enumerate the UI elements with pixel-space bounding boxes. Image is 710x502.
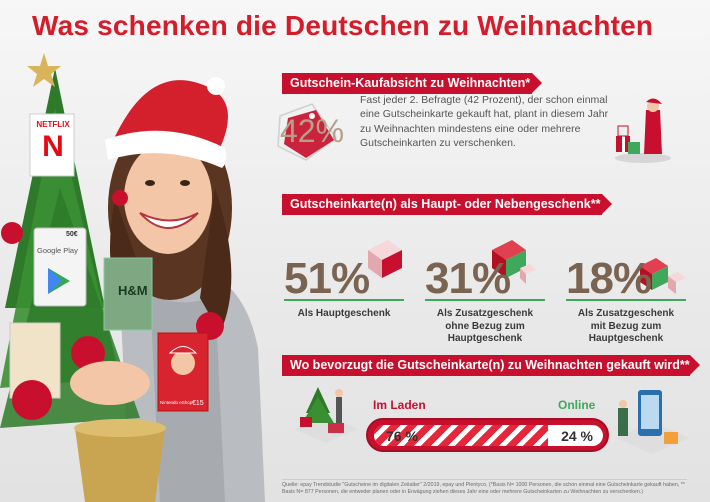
gift-box-icon-1 [368, 240, 402, 278]
santa-gifts-icon [615, 98, 671, 163]
section1-percent: 42% [280, 113, 345, 149]
section1-text: Fast jeder 2. Befragte (42 Prozent), der… [360, 94, 609, 149]
stat-value-1: 51% [284, 254, 370, 303]
store-share-fill [374, 425, 549, 446]
gift-box-icon-3 [640, 258, 686, 294]
purchase-channel-bar: 76 % 24 % [366, 418, 609, 452]
online-value: 24 % [561, 428, 593, 444]
hero-illustration: NETFLIX N 50€ Google Play H&M €15 Ninten… [0, 48, 270, 502]
nintendo-card-label: Nintendo eShop [160, 400, 193, 405]
stat-label-1: Als Hauptgeschenk [297, 308, 391, 319]
gplay-card-value: 50€ [66, 231, 78, 238]
section1-heading: Gutschein-Kaufabsicht zu Weihnachten* [282, 73, 542, 94]
source-footnote: Quelle: epay Trendstudie "Gutscheine im … [282, 479, 687, 496]
section3-heading: Wo bevorzugt die Gutscheinkarte(n) zu We… [282, 355, 700, 376]
price-tag-icon [277, 103, 338, 161]
stat-divider-1 [284, 299, 404, 301]
stat-value-3: 18% [566, 254, 652, 303]
gplay-card-label: Google Play [37, 246, 78, 255]
netflix-card-label: NETFLIX [36, 120, 70, 129]
online-label: Online [558, 398, 596, 412]
stat-value-2: 31% [425, 254, 511, 303]
hero-graphic [0, 53, 265, 502]
nintendo-card-value: €15 [192, 400, 204, 407]
page-title: Was schenken die Deutschen zu Weihnachte… [32, 10, 654, 41]
stat-label-2: Als Zusatzgeschenk ohne Bezug zum Hauptg… [436, 308, 534, 344]
gift-box-icon-2 [492, 240, 536, 284]
store-shopping-icon [294, 387, 358, 443]
store-value: 76 % [386, 428, 418, 444]
stat-divider-3 [566, 299, 686, 301]
section2-heading: Gutscheinkarte(n) als Haupt- oder Nebeng… [282, 194, 612, 215]
stat-divider-2 [425, 299, 545, 301]
purchase-channel-track: 76 % 24 % [374, 425, 603, 446]
online-shopping-icon [616, 390, 690, 454]
netflix-logo: N [42, 130, 64, 163]
stat-label-3: Als Zusatzgeschenk mit Bezug zum Hauptge… [577, 308, 675, 344]
hm-card-label: H&M [118, 283, 148, 298]
store-label: Im Laden [373, 398, 426, 412]
